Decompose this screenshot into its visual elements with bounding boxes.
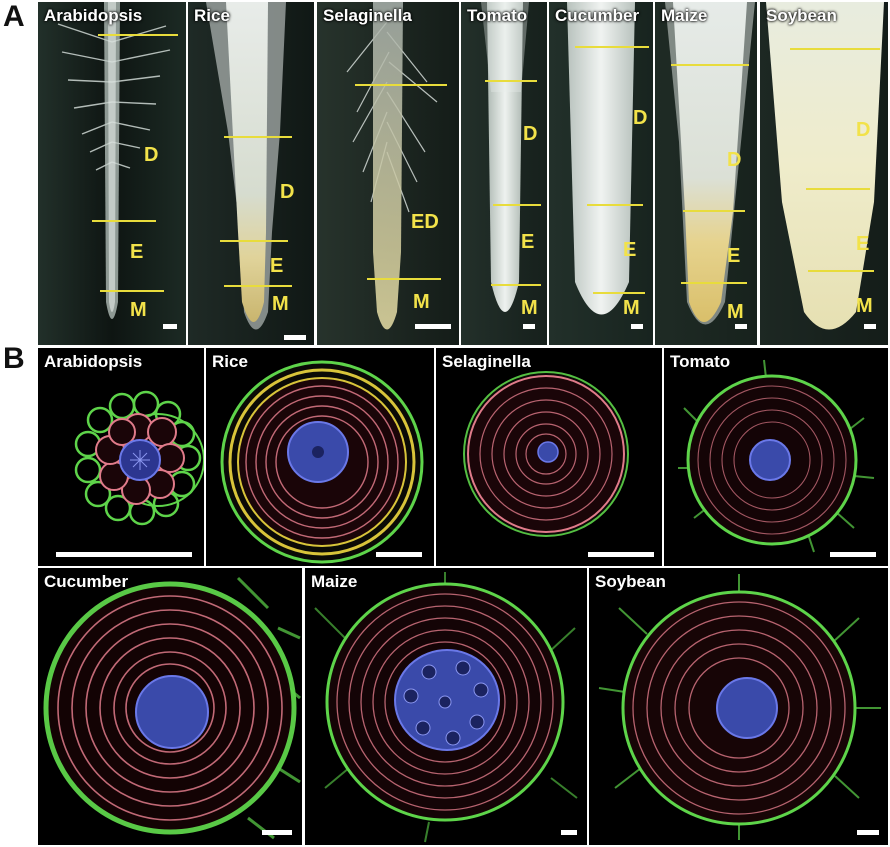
- zone-label: M: [413, 291, 430, 313]
- zone-label: E: [130, 241, 144, 263]
- cross-section-soybean: Soybean: [589, 568, 888, 845]
- zone-label: E: [521, 231, 535, 253]
- zone-label: D: [727, 149, 742, 171]
- scale-bar: [262, 830, 292, 835]
- scale-bar: [284, 335, 306, 340]
- cross-section-illustration: [463, 371, 629, 537]
- zone-label: E: [623, 239, 637, 261]
- panel-a-letter: A: [3, 0, 25, 33]
- zone-label: M: [130, 299, 147, 321]
- scale-bar: [376, 552, 422, 557]
- cross-section-selaginella: Selaginella: [436, 348, 662, 566]
- root-illustration: [549, 2, 653, 345]
- cross-section-illustration: [678, 359, 875, 553]
- species-label: Maize: [311, 572, 358, 591]
- zone-label: D: [280, 181, 295, 203]
- cross-section-illustration: [220, 360, 424, 564]
- scale-bar: [56, 552, 192, 557]
- root-photo-soybean: D E M Soybean: [760, 2, 888, 345]
- species-label: Soybean: [595, 572, 666, 591]
- scale-bar: [631, 324, 643, 329]
- root-photo-cucumber: D E M Cucumber: [549, 2, 653, 345]
- root-illustration: [188, 2, 314, 345]
- scale-bar: [163, 324, 177, 329]
- root-illustration: [760, 2, 888, 345]
- scale-bar: [588, 552, 654, 557]
- zone-label: E: [727, 245, 741, 267]
- root-illustration: [655, 2, 757, 345]
- scale-bar: [561, 830, 577, 835]
- scale-bar: [864, 324, 876, 329]
- species-label: Arabidopsis: [44, 6, 143, 25]
- cross-section-arabidopsis: Arabidopsis: [38, 348, 204, 566]
- zone-label: M: [727, 301, 744, 323]
- species-label: Rice: [194, 6, 230, 25]
- cross-section-illustration: [74, 390, 204, 526]
- panel-b-letter: B: [3, 342, 25, 375]
- root-illustration: [317, 2, 459, 345]
- zone-label: D: [523, 123, 538, 145]
- zone-label: M: [623, 297, 640, 319]
- species-label: Cucumber: [44, 572, 129, 591]
- root-photo-selaginella: ED M Selaginella: [317, 2, 459, 345]
- zone-label: D: [633, 107, 648, 129]
- zone-label: M: [856, 295, 873, 317]
- scale-bar: [523, 324, 535, 329]
- root-photo-rice: D E M Rice: [188, 2, 314, 345]
- root-photo-maize: D E M Maize: [655, 2, 757, 345]
- scale-bar: [857, 830, 879, 835]
- cross-section-rice: Rice: [206, 348, 434, 566]
- zone-label: E: [856, 233, 870, 255]
- zone-label: D: [144, 144, 159, 166]
- cross-section-illustration: [314, 572, 578, 843]
- root-photo-tomato: D E M Tomato: [461, 2, 547, 345]
- cross-section-maize: Maize: [305, 568, 587, 845]
- zone-label: M: [521, 297, 538, 319]
- species-label: Arabidopsis: [44, 352, 143, 371]
- species-label: Selaginella: [442, 352, 531, 371]
- zone-label: ED: [411, 211, 439, 233]
- zone-label: D: [856, 119, 871, 141]
- species-label: Cucumber: [555, 6, 640, 25]
- scale-bar: [830, 552, 876, 557]
- species-label: Tomato: [467, 6, 528, 25]
- root-illustration: [38, 2, 186, 345]
- scale-bar: [735, 324, 747, 329]
- zone-label: E: [270, 255, 284, 277]
- species-label: Rice: [212, 352, 248, 371]
- zone-label: M: [272, 293, 289, 315]
- scale-bar: [415, 324, 451, 329]
- species-label: Tomato: [670, 352, 731, 371]
- cross-section-cucumber: Cucumber: [38, 568, 302, 845]
- cross-section-illustration: [43, 576, 301, 840]
- cross-section-illustration: [598, 574, 881, 840]
- species-label: Selaginella: [323, 6, 412, 25]
- species-label: Soybean: [766, 6, 837, 25]
- root-photo-arabidopsis: D E M Arabidopsis: [38, 2, 186, 345]
- root-illustration: [461, 2, 547, 345]
- cross-section-tomato: Tomato: [664, 348, 888, 566]
- species-label: Maize: [661, 6, 708, 25]
